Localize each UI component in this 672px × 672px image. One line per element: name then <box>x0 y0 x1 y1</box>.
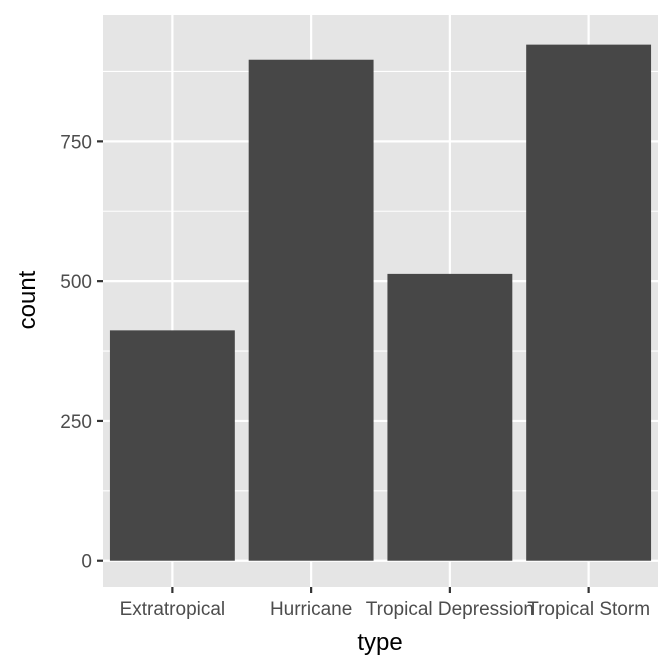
y-axis-title: count <box>14 270 41 329</box>
y-axis: 0 250 500 750 <box>60 132 103 573</box>
y-tick-label: 0 <box>81 552 92 573</box>
x-axis: Extratropical Hurricane Tropical Depressio… <box>120 587 650 620</box>
bar <box>526 44 652 561</box>
y-tick-label: 750 <box>60 132 92 153</box>
y-tick-label: 500 <box>60 272 92 293</box>
bars <box>109 44 652 561</box>
x-tick-label: Tropical Depression <box>366 599 534 620</box>
y-tick-label: 250 <box>60 412 92 433</box>
bar <box>109 330 235 561</box>
x-tick-label: Tropical Storm <box>527 599 650 620</box>
bar <box>248 59 374 561</box>
x-tick-label: Extratropical <box>120 599 226 620</box>
x-tick-label: Hurricane <box>270 599 352 620</box>
bar <box>387 273 513 561</box>
x-axis-title: type <box>357 629 402 656</box>
